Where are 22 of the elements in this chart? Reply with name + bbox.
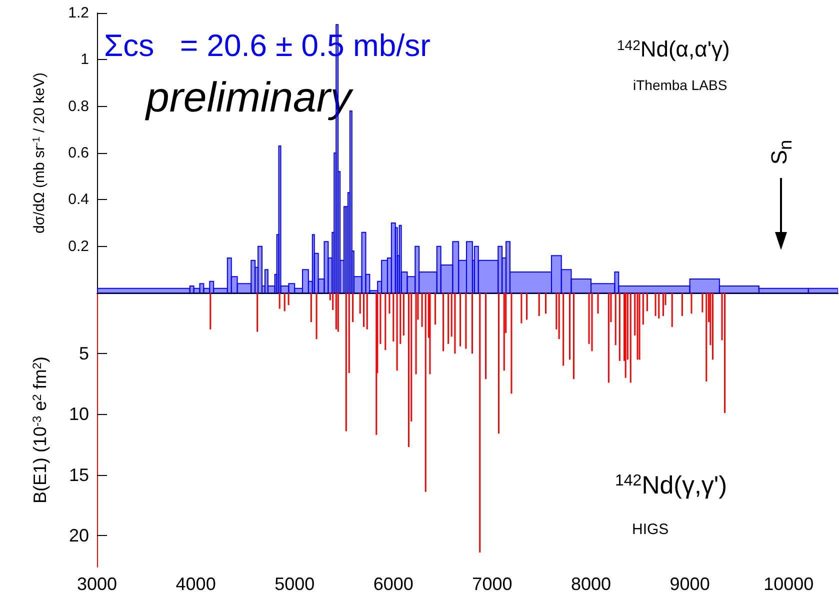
x-tick-label: 7000 [472,574,512,594]
y-axis-title: B(E1) (10-3 e2 fm2) [30,356,50,504]
x-tick-label: 9000 [670,574,710,594]
y-tick-label: 1 [80,51,89,68]
y-tick-label: 15 [68,464,89,485]
y-tick-label: 10 [68,404,89,424]
y-tick-label: 0.2 [68,238,89,255]
y-tick-label: 1.2 [68,4,89,22]
x-tick-label: 6000 [373,574,414,594]
x-tick-label: 4000 [176,574,216,594]
x-tick-label: 5000 [274,574,315,594]
annotation: iThemba LABS [633,77,728,93]
y-tick-label: 0.4 [68,191,89,208]
x-tick-label: 3000 [76,574,118,594]
y-tick-label: 0.6 [68,144,89,162]
y-tick-label: 20 [68,525,89,546]
y-tick-label: 5 [78,344,89,364]
y-axis-title: dσ/dΩ (mb sr-1 / 20 keV) [31,72,48,234]
annotation: HIGS [632,521,669,538]
x-tick-label: 8000 [570,574,612,594]
x-tick-label: 10000 [764,574,814,594]
y-tick-label: 0.8 [68,98,89,115]
